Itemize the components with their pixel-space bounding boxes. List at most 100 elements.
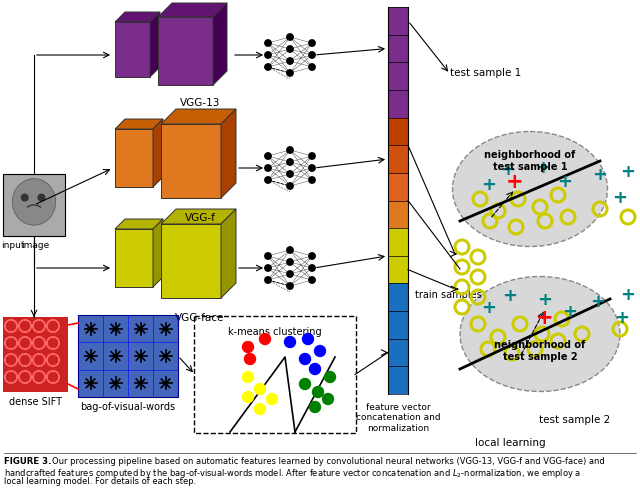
Polygon shape bbox=[153, 120, 163, 187]
Circle shape bbox=[287, 183, 293, 190]
Text: local learning model. For details of each step.: local learning model. For details of eac… bbox=[4, 476, 196, 485]
Bar bbox=[388, 284, 408, 311]
Circle shape bbox=[287, 171, 293, 178]
Text: Our processing pipeline based on automatic features learned by convolutional neu: Our processing pipeline based on automat… bbox=[52, 456, 605, 465]
Text: neighborhood of
test sample 2: neighborhood of test sample 2 bbox=[494, 339, 586, 361]
Circle shape bbox=[6, 338, 16, 348]
Bar bbox=[388, 174, 408, 201]
Ellipse shape bbox=[460, 277, 620, 392]
Circle shape bbox=[323, 394, 333, 405]
Circle shape bbox=[48, 338, 58, 348]
Circle shape bbox=[20, 355, 30, 365]
Polygon shape bbox=[161, 224, 221, 298]
Circle shape bbox=[310, 402, 321, 413]
Circle shape bbox=[243, 342, 253, 353]
Text: +: + bbox=[536, 307, 554, 327]
Circle shape bbox=[287, 259, 293, 265]
Bar bbox=[388, 146, 408, 174]
Text: +: + bbox=[621, 163, 636, 181]
Circle shape bbox=[287, 47, 293, 53]
Text: bag-of-visual-words: bag-of-visual-words bbox=[81, 401, 175, 411]
Ellipse shape bbox=[12, 179, 56, 225]
Circle shape bbox=[34, 338, 44, 348]
Bar bbox=[78, 315, 178, 397]
Circle shape bbox=[287, 59, 293, 65]
Circle shape bbox=[309, 41, 315, 47]
Circle shape bbox=[314, 346, 326, 357]
Ellipse shape bbox=[452, 132, 607, 247]
Circle shape bbox=[265, 178, 271, 184]
Text: FIGURE 3.: FIGURE 3. bbox=[4, 456, 51, 465]
Text: feature vector
concatenation and
normalization: feature vector concatenation and normali… bbox=[356, 402, 440, 432]
Circle shape bbox=[6, 355, 16, 365]
Circle shape bbox=[34, 355, 44, 365]
Circle shape bbox=[309, 165, 315, 172]
Circle shape bbox=[310, 364, 321, 375]
Text: test sample 2: test sample 2 bbox=[540, 414, 611, 424]
Text: local learning: local learning bbox=[475, 437, 545, 447]
Text: +: + bbox=[481, 176, 497, 194]
Circle shape bbox=[309, 65, 315, 71]
Circle shape bbox=[6, 321, 16, 331]
FancyBboxPatch shape bbox=[194, 316, 356, 433]
Bar bbox=[3, 317, 68, 392]
Polygon shape bbox=[158, 18, 213, 86]
Circle shape bbox=[266, 394, 278, 405]
Polygon shape bbox=[161, 209, 236, 224]
Circle shape bbox=[265, 265, 271, 272]
Bar bbox=[388, 36, 408, 63]
Text: handcrafted features computed by the bag-of-visual-words model. After feature ve: handcrafted features computed by the bag… bbox=[4, 466, 581, 479]
Polygon shape bbox=[153, 220, 163, 287]
Bar bbox=[3, 175, 65, 237]
Circle shape bbox=[244, 354, 255, 365]
Circle shape bbox=[265, 41, 271, 47]
Bar bbox=[388, 63, 408, 91]
Circle shape bbox=[287, 271, 293, 278]
Bar bbox=[388, 201, 408, 229]
Polygon shape bbox=[150, 13, 160, 78]
Circle shape bbox=[312, 386, 323, 398]
Text: +: + bbox=[500, 161, 515, 179]
Polygon shape bbox=[221, 110, 236, 199]
Circle shape bbox=[34, 321, 44, 331]
Bar bbox=[388, 229, 408, 256]
Text: +: + bbox=[502, 286, 518, 305]
Text: test sample 1: test sample 1 bbox=[450, 68, 521, 78]
Circle shape bbox=[300, 354, 310, 365]
Circle shape bbox=[259, 334, 271, 345]
Polygon shape bbox=[161, 110, 236, 125]
Circle shape bbox=[309, 253, 315, 260]
Circle shape bbox=[265, 277, 271, 284]
Text: +: + bbox=[614, 308, 630, 326]
Circle shape bbox=[265, 154, 271, 160]
Bar bbox=[388, 8, 408, 36]
Bar bbox=[388, 311, 408, 339]
Text: +: + bbox=[591, 292, 605, 310]
Text: +: + bbox=[557, 173, 573, 191]
Text: dense SIFT: dense SIFT bbox=[9, 396, 62, 406]
Circle shape bbox=[303, 334, 314, 345]
Polygon shape bbox=[161, 125, 221, 199]
Text: +: + bbox=[593, 165, 607, 183]
Polygon shape bbox=[115, 13, 160, 23]
Circle shape bbox=[309, 265, 315, 272]
Circle shape bbox=[287, 71, 293, 77]
Text: neighborhood of
test sample 1: neighborhood of test sample 1 bbox=[484, 150, 575, 171]
Circle shape bbox=[243, 372, 253, 383]
Circle shape bbox=[309, 53, 315, 59]
Circle shape bbox=[285, 337, 296, 348]
Bar bbox=[388, 91, 408, 118]
Circle shape bbox=[265, 53, 271, 59]
Bar bbox=[388, 366, 408, 394]
Text: +: + bbox=[621, 285, 636, 304]
Text: +: + bbox=[481, 298, 497, 316]
Circle shape bbox=[37, 194, 45, 202]
Circle shape bbox=[265, 65, 271, 71]
Circle shape bbox=[6, 372, 16, 382]
Polygon shape bbox=[158, 4, 227, 18]
Text: image: image bbox=[21, 241, 49, 249]
Circle shape bbox=[287, 283, 293, 289]
Circle shape bbox=[265, 165, 271, 172]
Text: +: + bbox=[612, 189, 627, 206]
Circle shape bbox=[20, 372, 30, 382]
